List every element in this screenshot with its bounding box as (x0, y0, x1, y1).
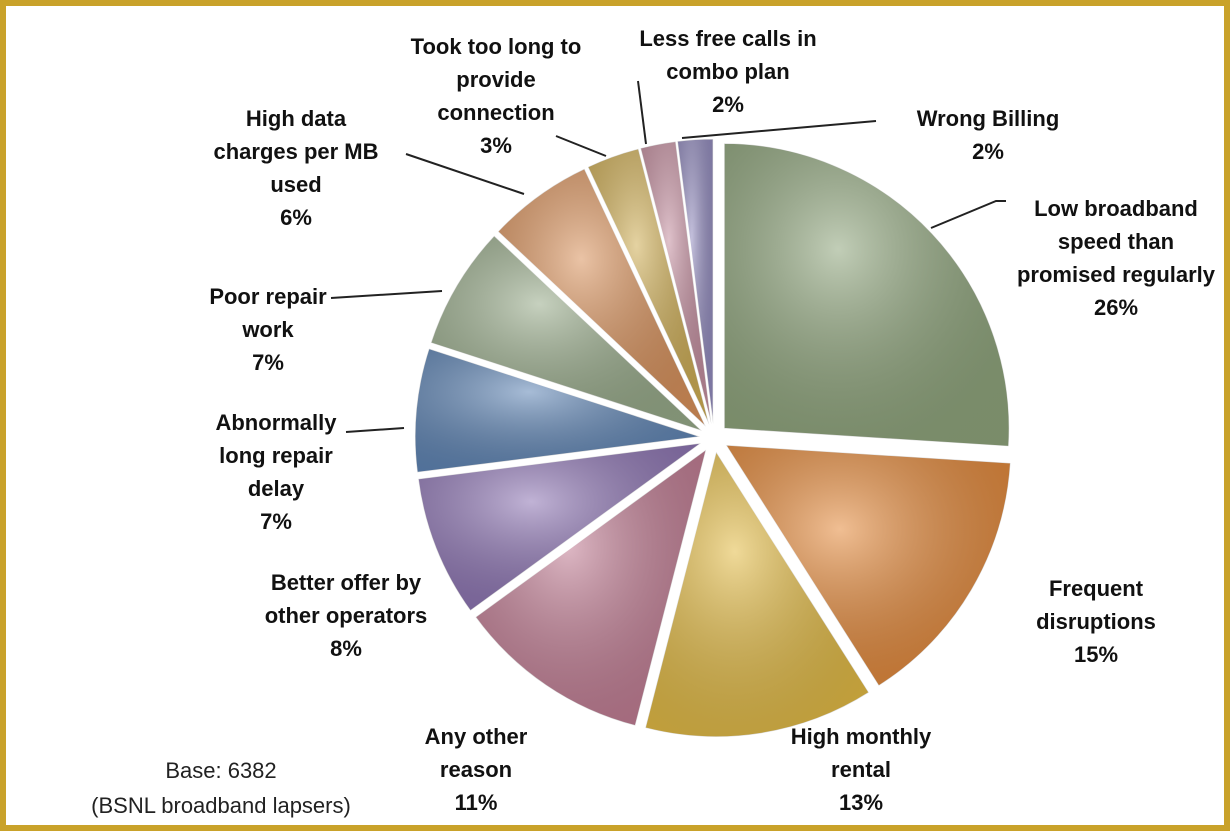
category-label: Abnormally long repair delay (215, 410, 337, 501)
leader-line (681, 120, 877, 139)
value-label: 11% (454, 790, 498, 815)
slice-label: Abnormally long repair delay 7% (206, 406, 346, 538)
category-label: Frequent disruptions (1036, 576, 1156, 634)
value-label: 15% (1073, 642, 1119, 667)
leader-line (637, 80, 647, 145)
leader-line (555, 135, 607, 157)
value-label: 13% (838, 790, 884, 815)
category-label: Low broadband speed than promised regula… (1016, 196, 1216, 287)
slice-label: Less free calls in combo plan 2% (623, 22, 833, 121)
slice-label: Low broadband speed than promised regula… (1016, 192, 1216, 324)
slice-label: High monthly rental 13% (776, 720, 946, 819)
value-label: 26% (1093, 295, 1139, 320)
slice-label: Frequent disruptions 15% (1021, 572, 1171, 671)
slice-shine (724, 143, 1010, 447)
leader-lines (330, 80, 1006, 433)
slice-label: Better offer by other operators 8% (246, 566, 446, 665)
slice-label: Wrong Billing 2% (898, 102, 1078, 168)
slice-label: Any other reason 11% (411, 720, 541, 819)
leader-line (345, 427, 405, 433)
category-label: Poor repair work (209, 284, 327, 342)
value-label: 7% (260, 509, 292, 534)
category-label: High monthly rental (790, 724, 932, 782)
slice-shine (645, 451, 869, 737)
slice-label: Took too long to provide connection 3% (396, 30, 596, 162)
slice-shine (475, 449, 707, 726)
value-label: 7% (252, 350, 284, 375)
value-label: 6% (280, 205, 312, 230)
slice-shine (587, 148, 710, 425)
slice-shine (640, 141, 712, 425)
leader-line (405, 153, 525, 195)
slice-shine (498, 168, 706, 427)
slice-label: High data charges per MB used 6% (206, 102, 386, 234)
category-label: Wrong Billing (916, 106, 1060, 131)
value-label: 8% (330, 636, 362, 661)
slice-shine (726, 445, 1011, 686)
category-label: Less free calls in combo plan (639, 26, 817, 84)
annotation: Base: 6382 (165, 758, 277, 783)
pie-area (330, 80, 1012, 738)
value-label: 2% (972, 139, 1004, 164)
category-label: Took too long to provide connection (410, 34, 582, 125)
category-label: High data charges per MB used (213, 106, 379, 197)
slices (414, 138, 1012, 738)
category-label: Any other reason (424, 724, 528, 782)
value-label: 3% (480, 133, 512, 158)
value-label: 2% (712, 92, 744, 117)
slice-shine (677, 139, 714, 425)
annotation: (BSNL broadband lapsers) (91, 793, 351, 818)
slice-shine (430, 235, 702, 431)
leader-line (930, 200, 1006, 229)
leader-line (330, 290, 443, 299)
slice-shine (415, 348, 701, 473)
slice-label: Poor repair work 7% (198, 280, 338, 379)
category-label: Better offer by other operators (264, 570, 428, 628)
slice-shine (418, 443, 701, 611)
